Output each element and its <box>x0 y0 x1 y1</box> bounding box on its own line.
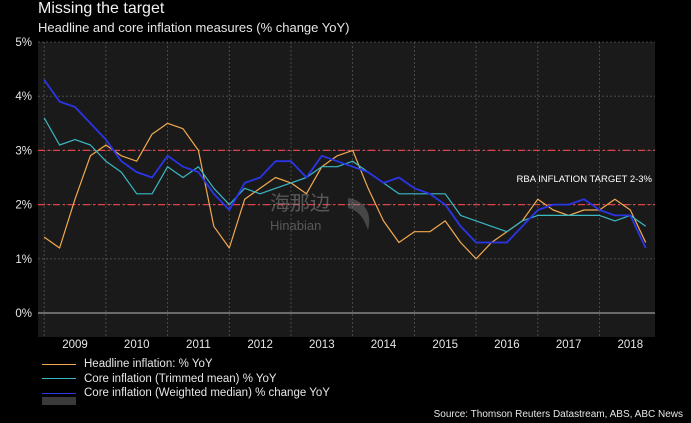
x-tick-label: 2017 <box>556 339 582 351</box>
x-tick-label: 2014 <box>371 339 397 351</box>
series-line-3 <box>43 79 647 249</box>
series-lines <box>43 79 647 260</box>
chart-subtitle: Headline and core inflation measures (% … <box>38 20 350 35</box>
legend-swatch-weighted <box>42 392 76 394</box>
y-tick-label: 2% <box>15 200 32 212</box>
legend-label: Core inflation (Weighted median) % chang… <box>84 387 330 400</box>
target-annotation: RBA INFLATION TARGET 2-3% <box>517 174 653 185</box>
legend-item-trimmed: Core inflation (Trimmed mean) % YoY <box>42 372 330 387</box>
x-tick-label: 2011 <box>186 339 211 351</box>
x-tick-label: 2013 <box>309 339 335 351</box>
y-tick-label: 1% <box>15 254 32 266</box>
y-tick-label: 5% <box>15 37 32 49</box>
legend-swatch-headline <box>42 363 76 365</box>
legend-item-headline: Headline inflation: % YoY <box>42 357 330 372</box>
legend-item-weighted: Core inflation (Weighted median) % chang… <box>42 386 330 401</box>
chart-title: Missing the target <box>38 0 165 17</box>
plot-background <box>38 42 655 337</box>
x-axis: 2009 2010 2011 2012 2013 2014 2015 2016 2017 2018 <box>62 339 643 351</box>
legend-label: Headline inflation: % YoY <box>84 358 213 371</box>
legend: Headline inflation: % YoY Core inflation… <box>42 357 330 401</box>
legend-swatch-trimmed <box>42 378 76 380</box>
x-tick-label: 2012 <box>247 339 273 351</box>
legend-label: Core inflation (Trimmed mean) % YoY <box>84 372 277 385</box>
x-tick-label: 2009 <box>62 339 88 351</box>
legend-blank-swatch <box>42 397 76 405</box>
y-axis: 0% 1% 2% 3% 4% 5% <box>15 37 32 320</box>
x-tick-label: 2016 <box>494 339 520 351</box>
series-line-1 <box>43 122 647 260</box>
y-tick-label: 3% <box>15 145 32 157</box>
y-tick-label: 4% <box>15 91 32 103</box>
x-tick-label: 2010 <box>124 339 150 351</box>
x-tick-label: 2015 <box>432 339 458 351</box>
x-tick-label: 2018 <box>618 339 644 351</box>
grid <box>38 41 655 337</box>
y-tick-label: 0% <box>15 308 32 320</box>
source-note: Source: Thomson Reuters Datastream, ABS,… <box>433 409 683 420</box>
